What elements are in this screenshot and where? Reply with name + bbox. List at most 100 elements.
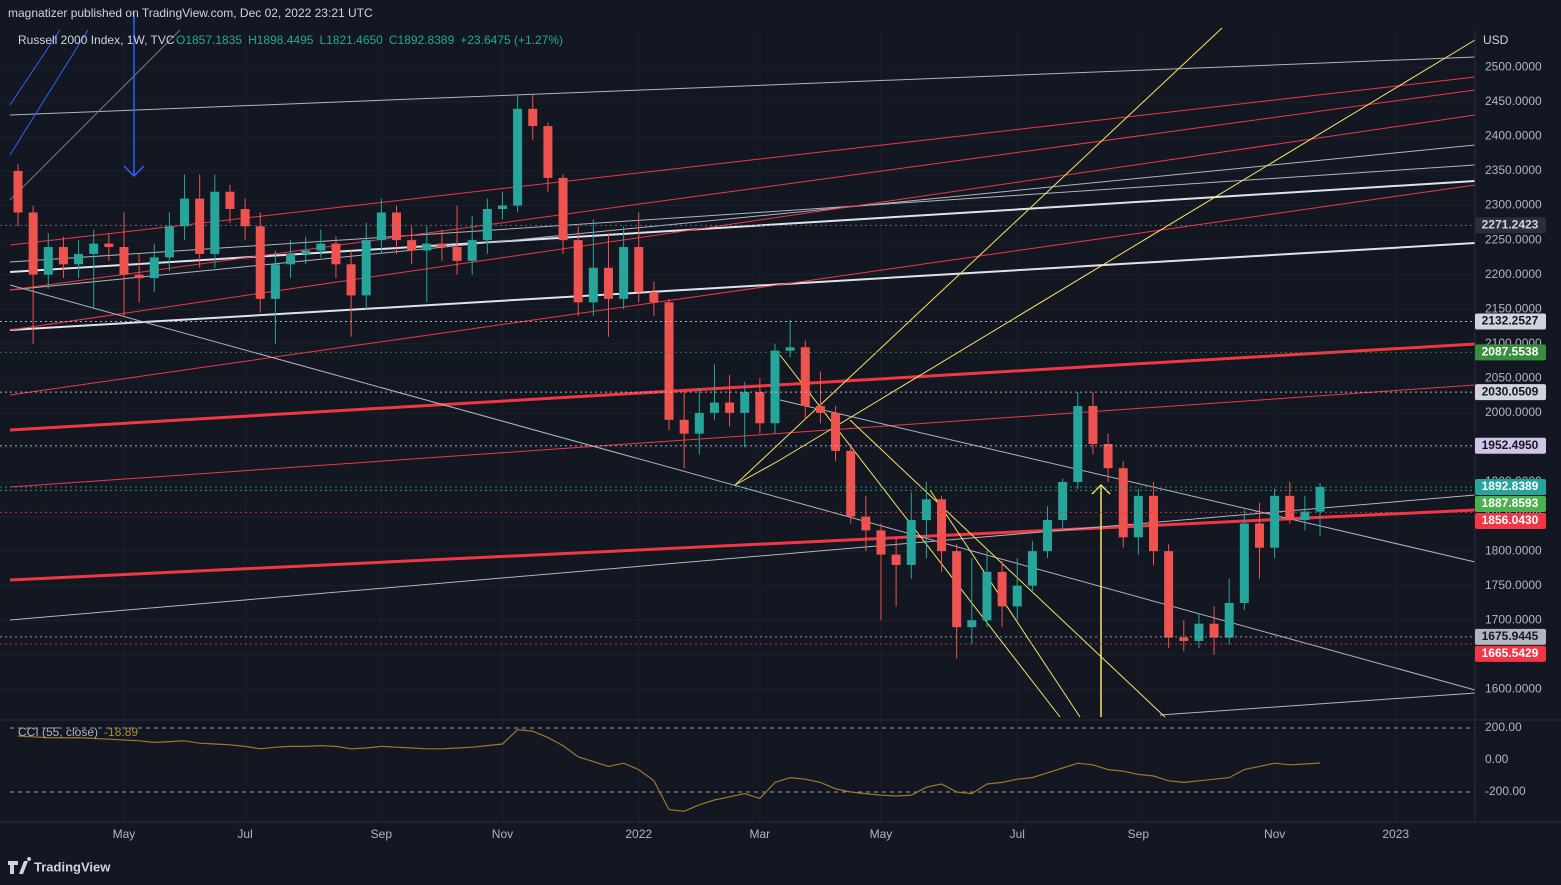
candle-body bbox=[58, 247, 68, 265]
candle-body bbox=[1300, 511, 1310, 521]
price-tag bbox=[1475, 478, 1546, 495]
price-tag bbox=[1475, 384, 1546, 401]
price-tag bbox=[1475, 645, 1546, 662]
price-tag bbox=[1475, 344, 1546, 361]
price-tag bbox=[1475, 313, 1546, 330]
trendline bbox=[9, 29, 181, 201]
y-tick-label: 2400.0000 bbox=[1485, 129, 1542, 143]
candle-body bbox=[74, 253, 84, 265]
y-tick-label: 1800.0000 bbox=[1485, 543, 1542, 557]
price-tag-label: 2087.5538 bbox=[1482, 345, 1539, 359]
trendline bbox=[9, 384, 1476, 488]
candle-body bbox=[1103, 443, 1113, 469]
trendline bbox=[734, 459, 781, 486]
ohlc-change: +23.6475 (+1.27%) bbox=[460, 33, 563, 47]
ohlc-close: C1892.8389 bbox=[389, 33, 455, 47]
candle-body bbox=[1133, 495, 1143, 538]
candle-body bbox=[286, 253, 296, 265]
price-tag-label: 1952.4950 bbox=[1482, 438, 1539, 452]
trendline bbox=[9, 144, 1476, 291]
candle-body bbox=[1239, 523, 1249, 603]
indicator-title: CCI (55, close) bbox=[18, 725, 98, 739]
candle-body bbox=[149, 257, 159, 279]
y-tick-label: 200.00 bbox=[1485, 720, 1522, 734]
x-tick-label: Jul bbox=[237, 827, 252, 841]
candle-body bbox=[513, 108, 523, 206]
candle-body bbox=[1209, 623, 1219, 638]
candle-body bbox=[543, 126, 553, 178]
candle-body bbox=[361, 240, 371, 296]
candle-body bbox=[1285, 495, 1295, 521]
candle-body bbox=[770, 350, 780, 424]
candle-body bbox=[1012, 585, 1022, 607]
trendline bbox=[9, 29, 61, 106]
trendline bbox=[1159, 692, 1476, 716]
candle-body bbox=[1270, 495, 1280, 548]
candle-body bbox=[952, 551, 962, 628]
trendline bbox=[9, 29, 89, 156]
y-tick-label: 1600.0000 bbox=[1485, 682, 1542, 696]
candle-body bbox=[740, 392, 750, 413]
candle-body bbox=[725, 402, 735, 413]
indicator-value: -18.89 bbox=[104, 725, 138, 739]
candle-body bbox=[28, 212, 38, 275]
price-tag-label: 1675.9445 bbox=[1482, 629, 1539, 643]
trendline bbox=[9, 494, 1476, 621]
x-tick-label: 2022 bbox=[625, 827, 652, 841]
candle-body bbox=[588, 267, 598, 303]
y-tick-label: 2300.0000 bbox=[1485, 198, 1542, 212]
candle-body bbox=[1315, 486, 1325, 512]
candle-body bbox=[634, 247, 644, 292]
candle-body bbox=[785, 347, 795, 351]
candle-body bbox=[392, 212, 401, 241]
candle-body bbox=[1179, 637, 1189, 641]
candle-body bbox=[497, 205, 507, 210]
candle-body bbox=[1043, 520, 1053, 552]
candle-body bbox=[270, 264, 280, 299]
candle-body bbox=[134, 274, 144, 279]
price-tag-label: 1892.8389 bbox=[1482, 479, 1539, 493]
price-tag-label: 1856.0430 bbox=[1482, 513, 1539, 527]
candle-body bbox=[800, 347, 810, 406]
indicator-line bbox=[17, 728, 1321, 812]
candle-body bbox=[649, 291, 659, 303]
candle-body bbox=[603, 267, 613, 299]
y-tick-label: 2250.0000 bbox=[1485, 232, 1542, 246]
candle-body bbox=[815, 405, 825, 413]
candle-body bbox=[679, 419, 689, 434]
x-tick-label: 2023 bbox=[1382, 827, 1409, 841]
x-tick-label: Sep bbox=[371, 827, 393, 841]
candle-body bbox=[119, 247, 129, 275]
candle-body bbox=[407, 240, 417, 251]
ohlc-open: O1857.1835 bbox=[176, 33, 242, 47]
candle-body bbox=[906, 520, 916, 565]
x-tick-label: Jul bbox=[1010, 827, 1025, 841]
trendline bbox=[9, 242, 1476, 331]
price-tag-label: 2030.0509 bbox=[1482, 384, 1539, 398]
candle-body bbox=[831, 412, 841, 451]
candle-body bbox=[331, 243, 341, 265]
y-tick-label: 2450.0000 bbox=[1485, 94, 1542, 108]
x-tick-label: Nov bbox=[1264, 827, 1285, 841]
x-tick-label: May bbox=[113, 827, 136, 841]
y-tick-label: 2200.0000 bbox=[1485, 267, 1542, 281]
candle-body bbox=[982, 571, 992, 621]
trendline bbox=[9, 56, 1476, 116]
price-tag-label: 2132.2527 bbox=[1482, 314, 1539, 328]
y-tick-label: 0.00 bbox=[1485, 752, 1509, 766]
candle-body bbox=[1027, 551, 1037, 586]
candle-body bbox=[422, 243, 432, 251]
trendline bbox=[9, 89, 1476, 291]
y-tick-label: -200.00 bbox=[1485, 784, 1526, 798]
candle-body bbox=[861, 516, 871, 531]
candle-body bbox=[301, 250, 311, 254]
trendline bbox=[9, 76, 1476, 246]
y-tick-label: 2150.0000 bbox=[1485, 301, 1542, 315]
trendline bbox=[779, 354, 1061, 718]
candle-body bbox=[255, 226, 265, 299]
trendline bbox=[9, 342, 1476, 432]
candle-body bbox=[528, 108, 538, 127]
candle-body bbox=[210, 191, 220, 254]
trendline bbox=[9, 508, 1476, 582]
